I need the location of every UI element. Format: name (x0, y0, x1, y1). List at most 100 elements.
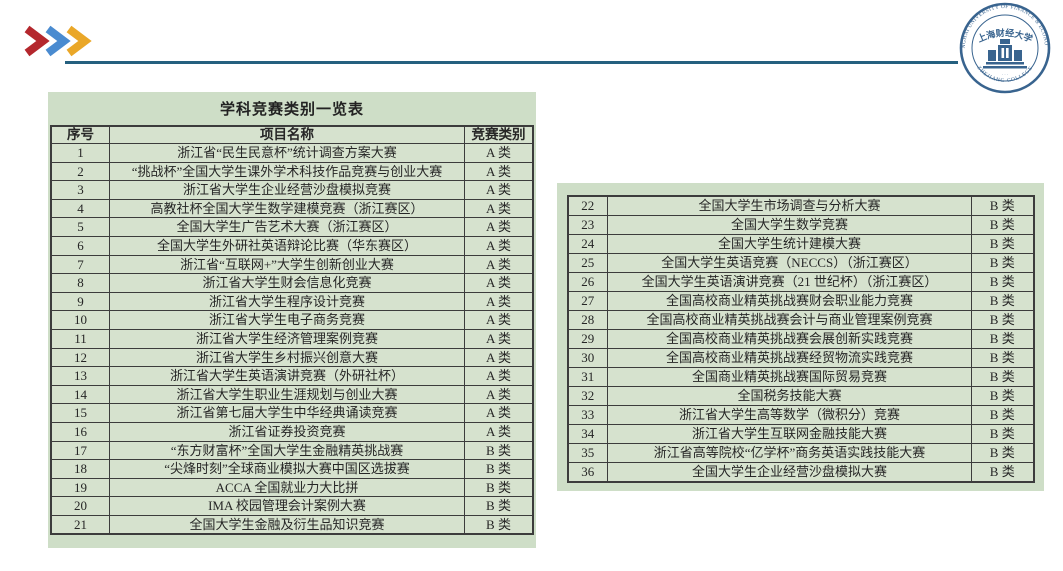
category-cell: B 类 (971, 443, 1034, 463)
project-name-cell: 全国高校商业精英挑战赛会计与商业管理案例竞赛 (607, 310, 972, 330)
seal-outer-ring (959, 2, 1051, 94)
project-name-cell: 浙江省大学生乡村振兴创意大赛 (109, 347, 465, 368)
category-cell: B 类 (971, 234, 1034, 254)
table-row: 11 浙江省大学生经济管理案例竞赛 A 类 (50, 328, 534, 349)
seal-inner-ring (971, 14, 1039, 82)
category-cell: A 类 (464, 180, 534, 200)
row-number-cell: 35 (567, 443, 608, 463)
category-cell: B 类 (971, 367, 1034, 387)
left-table-panel: 学科竞赛类别一览表 序号 项目名称 竞赛类别 1 浙江省“民生民意杯”统计调查方案… (48, 92, 536, 548)
chevron-arrows-icon (24, 25, 92, 57)
header-cell-number: 序号 (50, 125, 110, 144)
row-number-cell: 18 (50, 459, 110, 479)
row-number-cell: 30 (567, 348, 608, 368)
table-row: 21 全国大学生金融及衍生品知识竞赛 B 类 (50, 514, 534, 535)
table-row: 35 浙江省高等院校“亿学杯”商务英语实践技能大赛 B 类 (567, 443, 1034, 463)
category-cell: B 类 (464, 496, 534, 516)
category-cell: A 类 (464, 291, 534, 312)
row-number-cell: 32 (567, 386, 608, 406)
row-number-cell: 1 (50, 143, 110, 163)
table-row: 26 全国大学生英语演讲竞赛（21 世纪杯）（浙江赛区） B 类 (567, 272, 1034, 292)
project-name-cell: 浙江省大学生财会信息化竞赛 (109, 273, 465, 293)
category-cell: A 类 (464, 347, 534, 368)
category-cell: B 类 (464, 440, 534, 461)
project-name-cell: 全国商业精英挑战赛国际贸易竞赛 (607, 367, 972, 387)
table-row: 32 全国税务技能大赛 B 类 (567, 386, 1034, 406)
right-table-panel: 22 全国大学生市场调查与分析大赛 B 类 23 全国大学生数学竞赛 B 类 24 全国大学生… (557, 183, 1044, 491)
project-name-cell: ACCA 全国就业力大比拼 (109, 477, 465, 498)
row-number-cell: 5 (50, 217, 110, 237)
seal-icon: SHANGHAI UNIVERSITY OF FINANCE & ECONOMI… (955, 0, 1051, 94)
table-row: 6 全国大学生外研社英语辩论比赛（华东赛区） A 类 (50, 235, 534, 256)
project-name-cell: 全国大学生数学竞赛 (607, 215, 972, 235)
project-name-cell: 全国大学生企业经营沙盘模拟大赛 (607, 462, 972, 483)
category-cell: B 类 (464, 459, 534, 479)
category-cell: A 类 (464, 254, 534, 275)
table-row: 23 全国大学生数学竞赛 B 类 (567, 215, 1034, 235)
row-number-cell: 23 (567, 215, 608, 235)
row-number-cell: 2 (50, 161, 110, 182)
project-name-cell: 全国高校商业精英挑战赛经贸物流实践竞赛 (607, 348, 972, 368)
row-number-cell: 8 (50, 273, 110, 293)
category-cell: A 类 (464, 161, 534, 182)
project-name-cell: 浙江省大学生高等数学（微积分）竞赛 (607, 405, 972, 425)
table-row: 28 全国高校商业精英挑战赛会计与商业管理案例竞赛 B 类 (567, 310, 1034, 330)
table-row: 2 “挑战杯”全国大学生课外学术科技作品竞赛与创业大赛 A 类 (50, 161, 534, 182)
project-name-cell: 全国大学生英语竞赛（NECCS）（浙江赛区） (607, 253, 972, 273)
category-cell: B 类 (971, 405, 1034, 425)
row-number-cell: 36 (567, 462, 608, 483)
project-name-cell: 浙江省大学生经济管理案例竞赛 (109, 328, 465, 349)
header-cell-name: 项目名称 (109, 125, 465, 144)
table-row: 22 全国大学生市场调查与分析大赛 B 类 (567, 195, 1034, 216)
category-cell: A 类 (464, 403, 534, 423)
row-number-cell: 13 (50, 366, 110, 386)
table-row: 31 全国商业精英挑战赛国际贸易竞赛 B 类 (567, 367, 1034, 387)
row-number-cell: 22 (567, 195, 608, 216)
chevron-red-icon (24, 25, 50, 57)
project-name-cell: 浙江省证券投资竞赛 (109, 421, 465, 442)
table-row: 9 浙江省大学生程序设计竞赛 A 类 (50, 291, 534, 312)
row-number-cell: 21 (50, 514, 110, 535)
table-row: 15 浙江省第七届大学生中华经典诵读竞赛 A 类 (50, 403, 534, 423)
competition-table-right: 22 全国大学生市场调查与分析大赛 B 类 23 全国大学生数学竞赛 B 类 24 全国大学生… (566, 195, 1035, 483)
project-name-cell: 全国税务技能大赛 (607, 386, 972, 406)
table-row: 10 浙江省大学生电子商务竞赛 A 类 (50, 310, 534, 330)
row-number-cell: 6 (50, 235, 110, 256)
table-row: 17 “东方财富杯”全国大学生金融精英挑战赛 B 类 (50, 440, 534, 461)
row-number-cell: 10 (50, 310, 110, 330)
category-cell: A 类 (464, 273, 534, 293)
row-number-cell: 4 (50, 198, 110, 219)
table-row: 25 全国大学生英语竞赛（NECCS）（浙江赛区） B 类 (567, 253, 1034, 273)
project-name-cell: IMA 校园管理会计案例大赛 (109, 496, 465, 516)
row-number-cell: 27 (567, 291, 608, 311)
category-cell: A 类 (464, 310, 534, 330)
row-number-cell: 11 (50, 328, 110, 349)
chevrons-decoration (22, 25, 102, 57)
row-number-cell: 15 (50, 403, 110, 423)
table-row: 24 全国大学生统计建模大赛 B 类 (567, 234, 1034, 254)
table-row: 29 全国高校商业精英挑战赛会展创新实践竞赛 B 类 (567, 329, 1034, 349)
project-name-cell: “东方财富杯”全国大学生金融精英挑战赛 (109, 440, 465, 461)
table-row: 36 全国大学生企业经营沙盘模拟大赛 B 类 (567, 462, 1034, 483)
project-name-cell: “挑战杯”全国大学生课外学术科技作品竞赛与创业大赛 (109, 161, 465, 182)
row-number-cell: 29 (567, 329, 608, 349)
project-name-cell: 浙江省大学生程序设计竞赛 (109, 291, 465, 312)
table-row: 14 浙江省大学生职业生涯规划与创业大赛 A 类 (50, 384, 534, 405)
project-name-cell: 浙江省“互联网+”大学生创新创业大赛 (109, 254, 465, 275)
category-cell: A 类 (464, 384, 534, 405)
row-number-cell: 12 (50, 347, 110, 368)
project-name-cell: 浙江省大学生电子商务竞赛 (109, 310, 465, 330)
category-cell: A 类 (464, 328, 534, 349)
category-cell: A 类 (464, 421, 534, 442)
project-name-cell: 浙江省大学生互联网金融技能大赛 (607, 424, 972, 444)
table-row: 8 浙江省大学生财会信息化竞赛 A 类 (50, 273, 534, 293)
category-cell: A 类 (464, 235, 534, 256)
row-number-cell: 33 (567, 405, 608, 425)
project-name-cell: 全国大学生统计建模大赛 (607, 234, 972, 254)
project-name-cell: 全国大学生市场调查与分析大赛 (607, 195, 972, 216)
row-number-cell: 20 (50, 496, 110, 516)
table-row: 3 浙江省大学生企业经营沙盘模拟竞赛 A 类 (50, 180, 534, 200)
project-name-cell: 浙江省大学生英语演讲竞赛（外研社杯） (109, 366, 465, 386)
category-cell: B 类 (971, 215, 1034, 235)
table-row: 19 ACCA 全国就业力大比拼 B 类 (50, 477, 534, 498)
